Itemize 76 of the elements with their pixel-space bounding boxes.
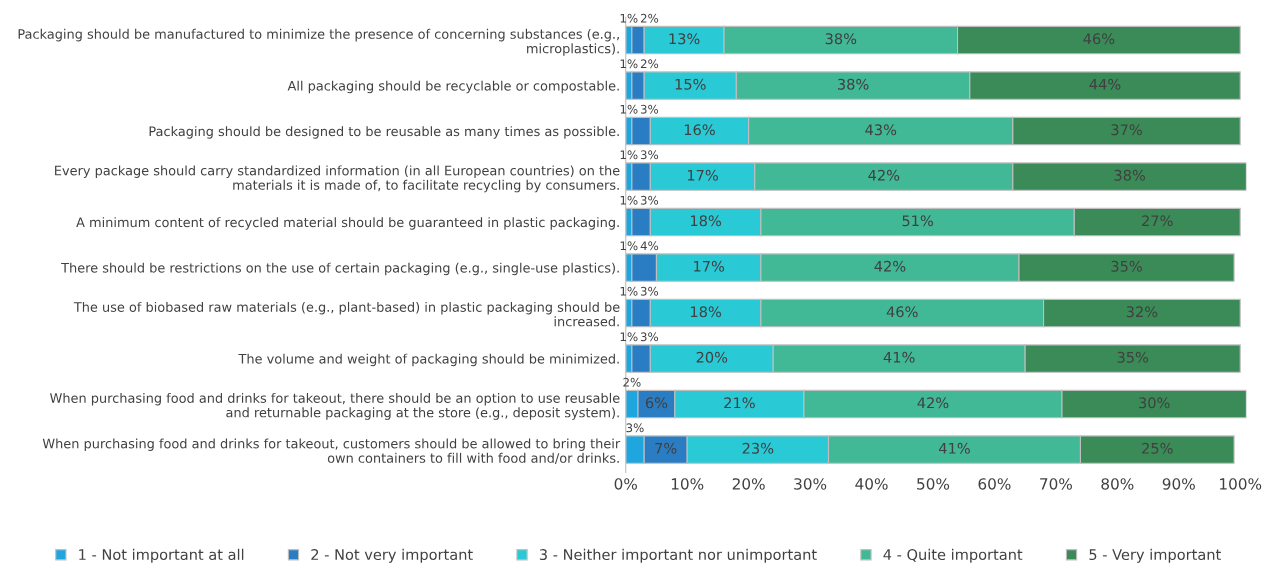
data-label: 1% [620,13,638,23]
legend-label: 5 - Very important [1089,548,1221,563]
data-label: 16% [684,124,715,136]
x-tick-label: 80% [1101,478,1134,490]
x-tick-label: 30% [794,478,827,490]
data-label: 1% [620,332,638,342]
data-label: 3% [640,332,659,342]
y-tick-label: When purchasing food and drinks for takeout, there should be an option to use reusable and returnable packaging at the store (e.g., deposit system). [50,392,620,420]
data-label: 44% [1089,78,1121,90]
data-label: 4% [640,241,659,251]
data-label: 41% [938,442,970,454]
y-tick-label: There should be restrictions on the use of certain packaging (e.g., single-use plastics). [61,262,619,276]
data-label: 32% [1126,306,1158,318]
data-label: 3% [640,195,659,205]
x-tick-label: 0% [614,478,638,490]
y-tick-label: The use of biobased raw materials (e.g., plant-based) in plastic packaging should be increased. [73,301,620,327]
y-tick-label: A minimum content of recycled material should be guaranteed in plastic packaging. [76,217,619,230]
data-label: 46% [1083,33,1115,45]
data-label: 3% [640,104,659,114]
data-label: 13% [669,33,700,45]
data-label: 17% [694,260,725,272]
data-label: 1% [620,286,638,296]
y-tick-label: The volume and weight of packaging should be minimized. [238,353,619,367]
x-tick-label: 10% [671,478,704,490]
data-label: 1% [620,241,638,251]
data-label: 3% [640,286,659,296]
data-label: 20% [696,351,728,363]
y-tick-label: Packaging should be manufactured to minimize the presence of concerning substances (e.g., microplastics). [18,28,619,56]
y-tick-label: All packaging should be recyclable or compostable. [287,80,619,94]
y-tick-label: Every package should carry standardized information (in all European countries) on the materials it is made of, to facilitate recycling by consumers. [55,165,620,193]
data-label: 15% [675,78,706,90]
x-tick-label: 100% [1220,478,1262,490]
y-tick-label: When purchasing food and drinks for takeout, customers should be allowed to bring their own containers to fill with food and/or drinks. [42,438,621,464]
x-tick-label: 50% [917,478,950,490]
data-label: 43% [865,124,897,136]
data-label: 35% [1111,260,1142,272]
data-label: 30% [1139,397,1170,409]
data-label: 38% [1114,169,1145,181]
data-label: 18% [691,306,722,318]
x-tick-label: 70% [1040,478,1072,490]
data-label: 3% [626,423,644,433]
data-label: 42% [917,397,949,409]
data-label: 1% [620,150,638,160]
data-label: 35% [1117,351,1149,363]
y-tick-label: Packaging should be designed to be reusable as many times as possible. [149,126,619,139]
x-tick-label: 40% [855,478,888,490]
data-label: 1% [620,59,638,69]
data-label: 7% [655,442,677,454]
data-label: 18% [691,215,722,227]
data-label: 2% [640,13,659,23]
data-label: 46% [886,306,918,318]
data-label: 21% [724,397,755,409]
legend-label: 3 - Neither important nor unimportant [539,548,817,563]
data-label: 51% [902,215,934,227]
data-label: 38% [825,33,857,45]
data-label: 17% [687,169,718,181]
data-label: 1% [620,104,638,114]
data-label: 23% [742,442,774,454]
data-label: 1% [620,195,638,205]
data-label: 6% [645,397,668,409]
data-label: 42% [874,260,906,272]
x-tick-label: 60% [978,478,1011,490]
data-label: 42% [868,169,900,181]
data-label: 3% [640,150,659,160]
data-label: 38% [837,78,869,90]
legend-label: 1 - Not important at all [79,548,244,563]
data-label: 41% [883,351,915,363]
x-tick-label: 90% [1162,478,1195,490]
legend-label: 2 - Not very important [311,548,473,563]
data-label: 37% [1111,124,1142,136]
data-label: 2% [640,59,659,69]
data-label: 27% [1142,215,1173,227]
data-label: 2% [623,377,641,387]
data-label: 25% [1142,442,1173,454]
x-tick-label: 20% [732,478,765,490]
legend-label: 4 - Quite important [883,548,1023,563]
